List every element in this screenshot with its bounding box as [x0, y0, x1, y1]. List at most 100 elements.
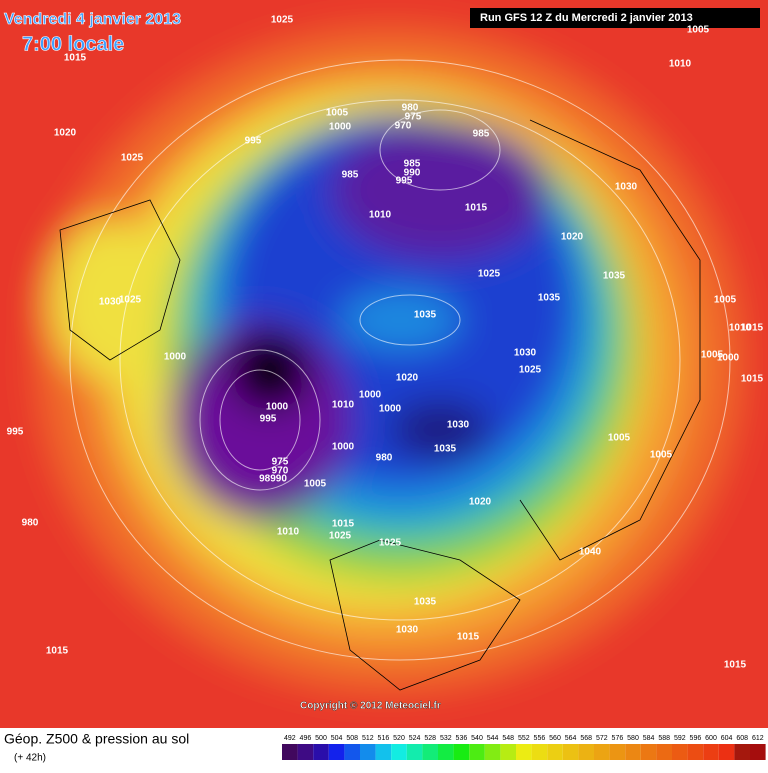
isobar-label: 1015: [64, 53, 87, 64]
isobar-label: 1005: [304, 479, 327, 490]
scale-label: 524: [409, 735, 421, 742]
scale-label: 580: [627, 735, 639, 742]
isobar-label: 1035: [434, 444, 457, 455]
color-scale: 492 496 500 504 508 512 516 520 524 528 532 536 540 5…: [282, 735, 766, 760]
scale-label: 600: [705, 735, 717, 742]
isobar-label: 1000: [164, 352, 187, 363]
scale-label: 608: [736, 735, 748, 742]
isobar-label: 1020: [561, 232, 584, 243]
isobar-label: 985: [473, 129, 490, 140]
isobar-label: 1030: [447, 420, 470, 431]
scale-swatch: [328, 744, 345, 760]
isobar-label: 975: [272, 457, 289, 468]
isobar-label: 980: [402, 103, 419, 114]
scale-swatch: [375, 744, 392, 760]
isobar-label: 1020: [396, 373, 419, 384]
scale-label: 612: [752, 735, 764, 742]
scale-swatch: [609, 744, 626, 760]
scale-label: 496: [300, 735, 312, 742]
scale-swatch: [750, 744, 766, 760]
coastlines: [59, 119, 701, 691]
scale-swatch: [516, 744, 532, 760]
isobars: [69, 59, 731, 661]
isobar-label: 1020: [54, 128, 77, 139]
scale-label: 560: [549, 735, 561, 742]
isobar-label: 1010: [369, 210, 392, 221]
isobar-label: 1025: [121, 153, 144, 164]
scale-label: 576: [612, 735, 624, 742]
isobar-label: 1010: [332, 400, 355, 411]
scale-swatch: [687, 744, 704, 760]
scale-swatch: [547, 744, 563, 760]
isobar-label: 1025: [379, 538, 402, 549]
isobar-label: 990: [404, 168, 421, 179]
scale-label: 596: [690, 735, 702, 742]
scale-label: 556: [534, 735, 546, 742]
isobar-label: 1035: [538, 293, 561, 304]
scale-swatch: [531, 744, 548, 760]
isobar-label: 1040: [579, 547, 602, 558]
isobar-labels: 1025101510101005102010259951005100098097…: [7, 15, 764, 671]
scale-label: 520: [393, 735, 405, 742]
isobar-label: 980: [22, 518, 39, 529]
isobar-label: 1015: [457, 632, 480, 643]
scale-swatch: [718, 744, 735, 760]
scale-swatch: [453, 744, 470, 760]
scale-label: 492: [284, 735, 296, 742]
isobar-label: 1015: [46, 646, 69, 657]
footer-title: Géop. Z500 & pression au sol: [4, 731, 189, 747]
scale-swatch: [344, 744, 360, 760]
scale-label: 516: [378, 735, 390, 742]
isobar-label: 1005: [714, 295, 737, 306]
scale-swatch: [313, 744, 329, 760]
isobar-label: 995: [7, 427, 24, 438]
isobar-label: 985: [404, 159, 421, 170]
scale-label: 572: [596, 735, 608, 742]
isobar-label: 980: [376, 453, 393, 464]
scale-swatch: [672, 744, 688, 760]
isobar-label: 1000: [329, 122, 352, 133]
isobar-label: 1010: [729, 323, 752, 334]
isobar-label: 1010: [277, 527, 300, 538]
scale-label: 540: [471, 735, 483, 742]
scale-swatch: [391, 744, 407, 760]
isobar-label: 1025: [119, 295, 142, 306]
isobar-label: 1005: [687, 25, 710, 36]
isobar-label: 1015: [741, 323, 764, 334]
scale-label: 548: [502, 735, 514, 742]
scale-swatch: [406, 744, 423, 760]
isobar-label: 1030: [396, 625, 419, 636]
scale-label: 528: [424, 735, 436, 742]
scale-swatch: [469, 744, 485, 760]
isobar-label: 1025: [271, 15, 294, 26]
isobar-label: 1025: [478, 269, 501, 280]
scale-label: 604: [721, 735, 733, 742]
isobar-label: 1035: [414, 310, 437, 321]
isobar-label: 1000: [359, 390, 382, 401]
scale-label: 536: [456, 735, 468, 742]
date: Vendredi 4 janvier 2013: [4, 11, 181, 28]
scale-swatch: [422, 744, 438, 760]
isobar-label: 1005: [608, 433, 631, 444]
scale-label: 584: [643, 735, 655, 742]
isobar-label: 1005: [701, 350, 724, 361]
scale-swatch: [484, 744, 501, 760]
isobar-label: 1020: [469, 497, 492, 508]
scale-label: 568: [580, 735, 592, 742]
isobar-label: 975: [405, 112, 422, 123]
scale-swatch: [438, 744, 454, 760]
isobar-label: 970: [395, 121, 412, 132]
scale-label: 564: [565, 735, 577, 742]
scale-swatch: [360, 744, 376, 760]
scale-swatch: [594, 744, 610, 760]
scale-swatch: [282, 744, 298, 760]
scale-label: 592: [674, 735, 686, 742]
isobar-label: 1030: [615, 182, 638, 193]
scale-label: 588: [658, 735, 670, 742]
isobar-label: 1010: [669, 59, 692, 70]
isobar-label: 995: [245, 136, 262, 147]
isobar-label: 1035: [414, 597, 437, 608]
